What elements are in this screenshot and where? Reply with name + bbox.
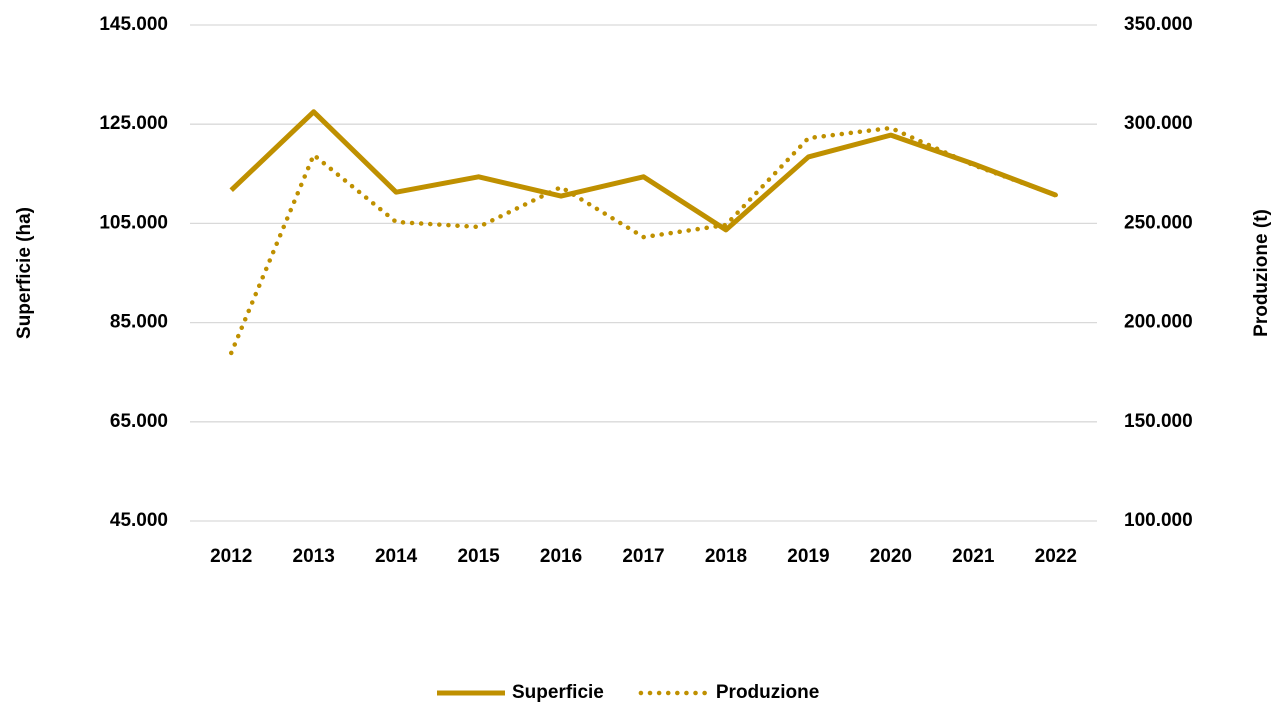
x-tick-label: 2012 [210, 546, 252, 567]
y-tick-label: 145.000 [99, 14, 168, 35]
y2-tick-label: 100.000 [1124, 510, 1193, 531]
x-tick-label: 2015 [457, 546, 500, 567]
y2-tick-label: 300.000 [1124, 113, 1193, 134]
y2-tick-label: 150.000 [1124, 411, 1193, 432]
y-axis-title: Superficie (ha) [14, 207, 35, 339]
y2-tick-label: 200.000 [1124, 312, 1193, 333]
y-tick-label: 105.000 [99, 212, 168, 233]
legend-label: Superficie [512, 682, 604, 703]
x-tick-label: 2013 [293, 546, 335, 567]
y-tick-label: 65.000 [110, 411, 168, 432]
x-tick-label: 2014 [375, 546, 418, 567]
x-tick-label: 2022 [1035, 546, 1077, 567]
y-tick-label: 45.000 [110, 510, 168, 531]
x-tick-label: 2017 [622, 546, 664, 567]
y2-tick-label: 350.000 [1124, 14, 1193, 35]
series-line [228, 125, 1059, 356]
y-tick-label: 125.000 [99, 113, 168, 134]
x-tick-label: 2018 [705, 546, 747, 567]
series-line [229, 109, 1057, 233]
y2-axis-title: Produzione (t) [1251, 209, 1272, 337]
x-tick-label: 2016 [540, 546, 582, 567]
x-tick-label: 2019 [787, 546, 829, 567]
y-tick-label: 85.000 [110, 312, 168, 333]
y2-tick-label: 250.000 [1124, 212, 1193, 233]
x-tick-label: 2021 [952, 546, 995, 567]
x-tick-label: 2020 [870, 546, 912, 567]
legend-label: Produzione [716, 682, 819, 703]
